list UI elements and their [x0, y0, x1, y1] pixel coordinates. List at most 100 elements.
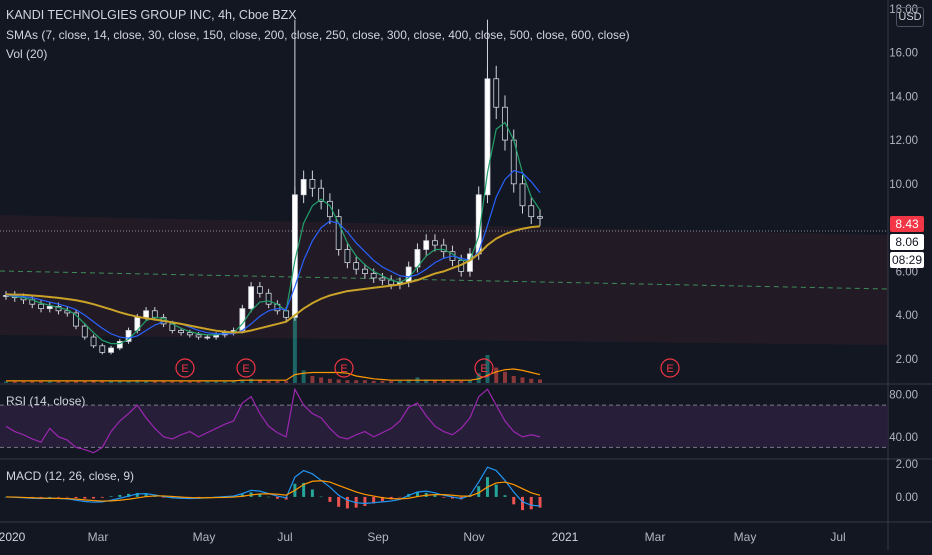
candle-body — [423, 240, 430, 250]
macd-histogram-bar — [372, 496, 376, 504]
candle-body — [283, 310, 290, 318]
volume-bar — [529, 378, 534, 383]
price-tick-label: 6.00 — [896, 266, 918, 278]
volume-ma-line — [6, 368, 541, 382]
last-price-tag: 8.43 — [890, 216, 924, 232]
candle-body — [493, 78, 500, 108]
volume-bar — [135, 380, 140, 383]
macd-histogram-bar — [345, 496, 349, 509]
macd-histogram-bar — [494, 484, 498, 497]
volume-legend[interactable]: Vol (20) — [6, 47, 48, 61]
volume-bar — [257, 379, 262, 383]
volume-bar — [65, 381, 70, 383]
candle-body — [318, 187, 325, 202]
macd-histogram-bar — [65, 496, 69, 498]
candle-body — [108, 347, 114, 353]
earnings-marker — [236, 358, 256, 378]
volume-bar — [336, 379, 341, 383]
candle-body — [38, 303, 44, 309]
volume-bar — [310, 376, 315, 383]
volume-bar — [21, 381, 26, 383]
volume-bar — [179, 381, 184, 383]
candle-body — [528, 205, 535, 218]
rsi-legend[interactable]: RSI (14, close) — [6, 394, 86, 408]
volume-bar — [319, 377, 324, 383]
volume-bar — [345, 380, 350, 383]
volume-bar — [459, 380, 464, 383]
time-tick-label: 2020 — [0, 530, 26, 544]
volume-bar — [275, 380, 280, 383]
volume-bar — [161, 380, 166, 383]
volume-bar — [117, 380, 122, 383]
volume-bar — [187, 381, 192, 383]
volume-bar — [354, 380, 359, 383]
rsi-tick-label: 80.00 — [889, 390, 918, 402]
volume-bar — [39, 381, 44, 383]
volume-bar — [292, 313, 297, 383]
volume-bar — [511, 376, 516, 383]
macd-tick-label: 2.00 — [896, 459, 918, 471]
macd-histogram-bar — [538, 496, 542, 508]
volume-bar — [485, 355, 490, 383]
candle-body — [353, 262, 360, 270]
earnings-label: E — [181, 363, 188, 375]
volume-bar — [380, 380, 385, 383]
macd-histogram-bar — [92, 496, 96, 499]
macd-histogram-bar — [450, 496, 454, 499]
earnings-label: E — [480, 363, 487, 375]
rsi-line — [5, 387, 541, 454]
macd-histogram-bar — [310, 489, 314, 497]
macd-line — [5, 466, 541, 507]
candle-body — [335, 216, 342, 250]
candle-body — [300, 179, 307, 196]
macd-histogram-bar — [337, 496, 341, 507]
macd-histogram-bar — [503, 495, 507, 497]
volume-bar — [284, 380, 289, 383]
volume-bar — [74, 380, 79, 383]
price-tick-label: 4.00 — [896, 310, 918, 322]
earnings-marker — [660, 358, 680, 378]
volume-bar — [389, 380, 394, 383]
volume-bar — [126, 380, 131, 383]
candle-body — [178, 330, 184, 334]
macd-histogram-bar — [118, 494, 122, 497]
candle-body — [256, 286, 263, 294]
volume-bar — [432, 380, 437, 383]
macd-histogram-bar — [433, 495, 437, 497]
volume-bar — [301, 370, 306, 383]
volume-bar — [205, 381, 210, 383]
volume-bar — [4, 381, 8, 383]
macd-histogram-bar — [275, 496, 279, 499]
volume-bar — [12, 381, 17, 383]
volume-bar — [30, 381, 35, 383]
time-tick-label: 2021 — [552, 530, 579, 544]
sma-legend[interactable]: SMAs (7, close, 14, close, 30, close, 15… — [6, 28, 630, 42]
macd-histogram-bar — [109, 496, 113, 497]
time-tick-label: Mar — [645, 530, 666, 544]
candle-body — [362, 268, 368, 274]
currency-button[interactable]: USD — [896, 7, 924, 27]
macd-histogram-bar — [127, 493, 131, 497]
volume-bar — [371, 380, 376, 383]
symbol-title[interactable]: KANDI TECHNOLGIES GROUP INC, 4h, Cboe BZ… — [6, 8, 297, 22]
volume-bar — [266, 380, 271, 383]
volume-bar — [441, 380, 446, 383]
volume-bar — [82, 380, 87, 383]
macd-histogram-bar — [39, 496, 43, 498]
macd-histogram-bar — [512, 496, 516, 505]
time-tick-label: Jul — [277, 530, 292, 544]
macd-histogram-bar — [302, 482, 306, 497]
candle-body — [370, 273, 377, 279]
candle-body — [239, 308, 246, 331]
macd-histogram-bar — [398, 496, 402, 498]
volume-bar — [91, 380, 96, 383]
macd-legend[interactable]: MACD (12, 26, close, 9) — [6, 469, 135, 483]
earnings-marker — [334, 358, 354, 378]
volume-bar — [56, 381, 61, 383]
macd-histogram-bar — [477, 486, 481, 497]
price-tick-label: 12.00 — [889, 135, 918, 147]
macd-histogram-bar — [135, 492, 139, 497]
price-tick-label: 16.00 — [889, 48, 918, 60]
